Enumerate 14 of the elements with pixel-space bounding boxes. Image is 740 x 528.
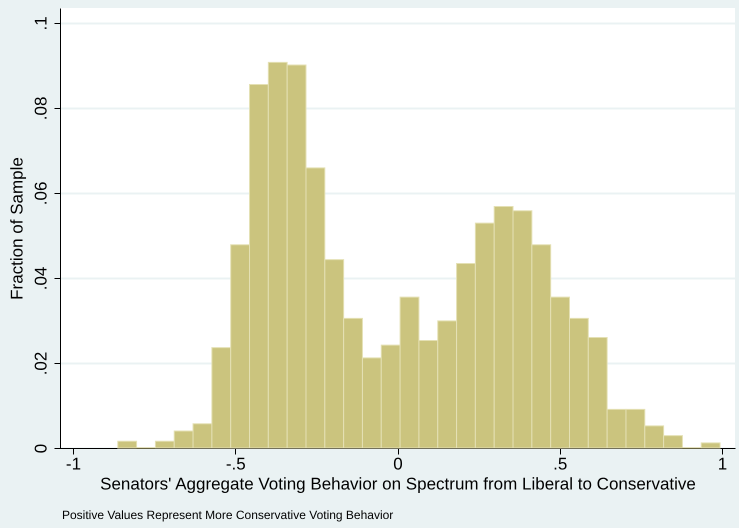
x-tick-label: 1 <box>718 454 728 474</box>
y-tick-label: .1 <box>32 16 50 30</box>
x-tick-label: -.5 <box>226 454 246 474</box>
x-axis-title: Senators' Aggregate Voting Behavior on Spectrum from Liberal to Conservative <box>100 474 696 494</box>
y-tick-label: .02 <box>32 352 50 376</box>
y-tick-label: 0 <box>32 444 50 454</box>
x-tick-label: -1 <box>66 454 82 474</box>
y-tick-label: .08 <box>32 96 50 120</box>
text: Positive Values Represent More Conservative Voting Behavior <box>62 508 394 522</box>
y-axis-title: Fraction of Sample <box>8 157 26 300</box>
y-tick-label: .06 <box>32 182 50 206</box>
x-tick-label: 0 <box>393 454 403 474</box>
x-tick-label: .5 <box>553 454 568 474</box>
y-tick-label: .04 <box>32 266 50 290</box>
